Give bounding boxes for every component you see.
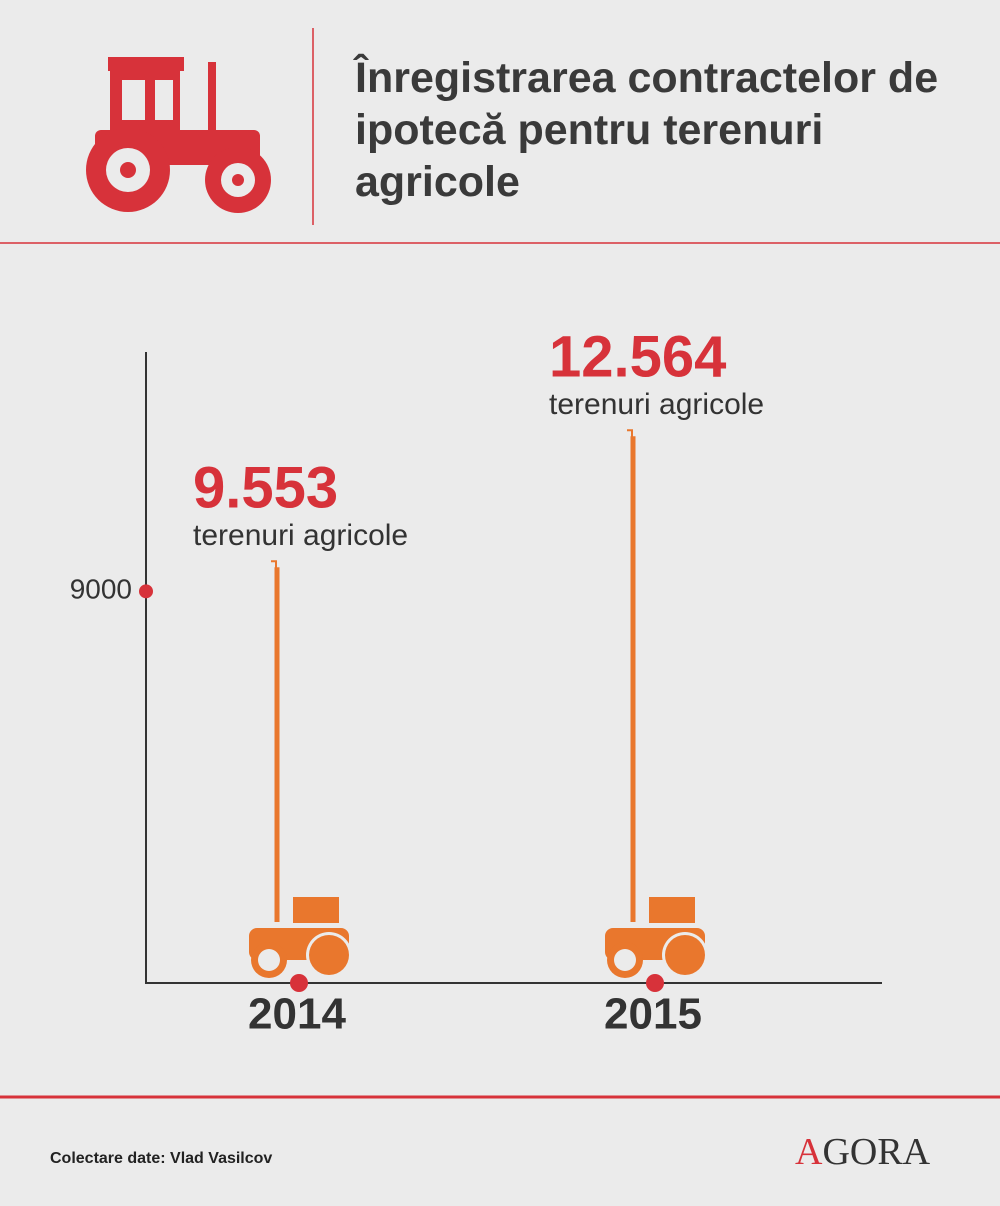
icon-wheel-center [232,174,244,186]
bar [630,436,636,922]
tractor-wheel [665,935,705,975]
unit-label: terenuri agricole [549,388,764,421]
icon-cab [110,71,180,131]
source-note: Colectare date: Vlad Vasilcov [50,1150,273,1167]
x-tick-label: 2014 [248,990,346,1039]
unit-label: terenuri agricole [193,519,408,552]
x-tick-label: 2015 [604,990,702,1039]
icon-roof [108,57,184,71]
bar [274,567,280,922]
tractor-cab [293,897,339,923]
tractor-cab [649,897,695,923]
value-label: 12.564 [549,325,726,390]
icon-wheel-center [120,162,136,178]
tractor-wheel-hub [614,949,636,971]
y-tick-label: 9000 [70,574,132,605]
bar-hook [271,560,277,570]
y-tick-dot [139,584,153,599]
x-tick-dot [290,974,308,992]
tractor-wheel [309,935,349,975]
value-label: 9.553 [193,456,338,521]
x-tick-dot [646,974,664,992]
tractor-wheel-hub [258,949,280,971]
logo: AGORA [795,1131,931,1173]
tractor-icon [86,57,271,213]
chart-title: Înregistrarea contractelor de ipotecă pe… [355,54,939,206]
icon-exhaust [208,62,216,130]
bar-hook [627,429,633,439]
